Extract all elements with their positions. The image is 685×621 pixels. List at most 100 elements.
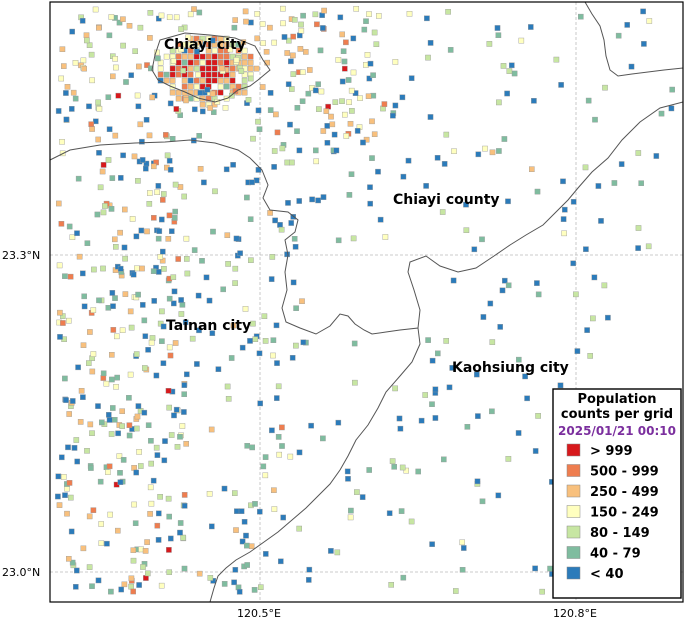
grid-cell [99,168,106,175]
grid-cell [89,583,95,589]
grid-cell [232,17,239,23]
legend-title-line2: counts per grid [561,407,673,422]
grid-cell [638,180,644,187]
grid-cell [169,47,176,54]
grid-cell [288,220,295,226]
grid-cell [439,209,446,215]
grid-cell [154,189,160,196]
grid-cell [76,253,83,260]
legend-swatch [566,525,581,539]
grid-cell [386,510,393,517]
grid-cell [335,419,342,426]
grid-cell [210,228,216,235]
grid-cell [205,59,212,66]
grid-cell [104,540,110,547]
grid-cell [429,357,436,364]
grid-cell [193,59,200,66]
grid-cell [339,31,346,38]
grid-cell [241,89,248,96]
grid-cell [259,21,266,27]
grid-cell [595,183,602,189]
grid-cell [463,227,470,234]
grid-cell [171,288,178,295]
grid-cell [669,86,675,93]
grid-cell [109,175,116,181]
grid-cell [90,351,97,357]
grid-cell [197,165,204,172]
grid-cell [511,70,518,77]
grid-cell [114,527,121,534]
grid-cell [100,265,106,272]
grid-cell [57,334,63,340]
grid-cell [248,19,254,26]
grid-cell [146,200,153,207]
grid-cell [180,534,186,541]
grid-cell [173,14,180,21]
grid-cell [253,65,260,72]
grid-cell [522,373,528,380]
grid-cell [371,131,378,138]
grid-cell [66,223,73,230]
grid-cell [205,95,212,102]
grid-cell [528,24,534,30]
grid-cell [141,365,148,371]
grid-cell [257,400,264,407]
grid-cell [108,14,115,20]
grid-cell [62,273,68,280]
grid-cell [392,59,399,65]
grid-cell [95,25,102,31]
grid-cell [360,139,366,146]
grid-cell [270,352,276,359]
grid-cell [281,34,288,40]
legend-label: 250 - 499 [590,485,659,500]
grid-cell [113,64,119,71]
grid-cell [196,132,203,139]
grid-cell [187,59,194,66]
grid-cell [249,444,256,451]
grid-cell [268,276,275,282]
grid-cell [187,83,194,90]
grid-cell [364,52,371,58]
grid-cell [80,342,87,349]
grid-cell [167,535,174,542]
grid-cell [181,565,188,572]
grid-cell [161,266,167,272]
grid-cell [86,103,92,110]
grid-cell [229,65,236,72]
grid-cell [148,438,154,444]
grid-cell [306,577,312,583]
grid-cell [67,494,74,501]
grid-cell [464,424,471,430]
grid-cell [166,295,173,302]
grid-cell [141,409,148,416]
grid-cell [154,452,161,458]
grid-cell [115,430,121,437]
grid-cell [155,183,162,189]
grid-cell [260,463,267,470]
grid-cell [187,77,194,84]
grid-cell [217,53,224,60]
grid-cell [415,468,422,475]
grid-cell [193,53,200,60]
grid-cell [128,324,135,331]
grid-cell [605,314,611,321]
grid-cell [166,212,173,219]
grid-cell [181,391,188,398]
grid-cell [120,152,126,159]
grid-cell [80,545,87,552]
grid-cell [145,422,152,429]
tick-label-lon-120-8: 120.8°E [553,607,597,620]
grid-cell [208,426,215,433]
grid-cell [98,540,105,546]
grid-cell [262,454,269,460]
grid-cell [110,303,116,310]
grid-cell [227,46,234,53]
grid-cell [211,71,218,78]
grid-cell [142,333,149,340]
grid-cell [244,562,251,568]
grid-cell [55,108,62,114]
grid-cell [376,13,382,19]
grid-cell [535,413,541,419]
grid-cell [160,323,167,330]
grid-cell [57,309,63,316]
